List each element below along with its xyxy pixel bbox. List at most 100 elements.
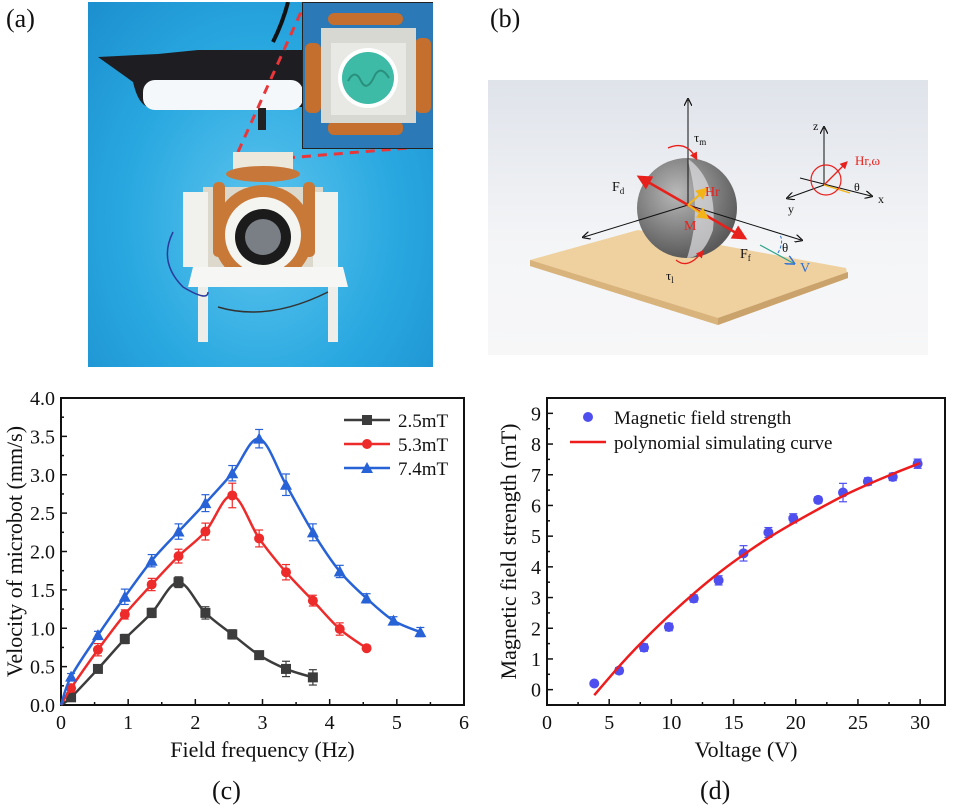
y-tick-label: 9 xyxy=(531,403,541,425)
series-5-3mt xyxy=(59,482,372,706)
legend-marker xyxy=(362,439,372,449)
data-point xyxy=(414,626,427,638)
inset-x-label: x xyxy=(878,192,884,206)
inset-projection xyxy=(823,184,851,194)
data-point xyxy=(200,607,211,618)
data-point xyxy=(763,527,774,538)
series-magnetic-field-strength xyxy=(589,458,923,689)
data-point xyxy=(92,663,103,674)
m-label: M xyxy=(684,219,697,234)
y-tick-label: 5 xyxy=(531,526,541,548)
data-point xyxy=(589,678,600,689)
legend-marker xyxy=(361,462,373,473)
substrate-edge xyxy=(718,272,848,325)
stand-top xyxy=(188,267,348,287)
coil-top xyxy=(226,166,300,182)
series-2-5mt xyxy=(60,576,318,707)
data-point xyxy=(227,490,238,501)
inset-y-axis xyxy=(788,184,825,198)
y-tick-label: 0.5 xyxy=(30,657,55,679)
data-point xyxy=(307,595,318,606)
fit-curve xyxy=(593,461,921,696)
data-point xyxy=(173,577,184,588)
legend: Magnetic field strength polynomial simula… xyxy=(570,408,832,454)
legend-marker xyxy=(583,412,593,422)
data-point xyxy=(91,629,104,641)
torque-m-arrow xyxy=(667,144,698,161)
inset-illustration xyxy=(303,3,433,148)
data-point xyxy=(118,590,131,602)
data-point xyxy=(360,592,373,604)
inset-x-axis xyxy=(799,177,871,196)
series-7-4mt xyxy=(59,428,427,706)
drag-force-arrow xyxy=(636,175,689,207)
tau-m-label: τm xyxy=(694,130,706,147)
x-tick-label: 4 xyxy=(325,712,335,734)
tau-l-label: τl xyxy=(666,268,674,285)
y-tick-label: 7 xyxy=(531,465,541,487)
legend-label: polynomial simulating curve xyxy=(614,433,832,454)
data-point xyxy=(146,607,157,618)
side-mount-right xyxy=(313,192,338,267)
y-tick-label: 0 xyxy=(531,680,541,702)
y-tick-label: 3.0 xyxy=(30,465,55,487)
y-tick-label: 4.0 xyxy=(30,388,55,410)
f-d-label: Fd xyxy=(612,180,625,196)
data-point xyxy=(172,525,185,537)
y-tick-label: 2 xyxy=(531,618,541,640)
data-point xyxy=(387,614,400,626)
data-point xyxy=(146,579,157,590)
data-point xyxy=(226,467,239,479)
y-tick-label: 4 xyxy=(531,557,541,579)
inset-rotation-circle xyxy=(810,164,842,196)
data-point xyxy=(334,624,345,635)
inset-y-label: y xyxy=(788,202,794,216)
lamp-cable xyxy=(271,2,290,43)
lens xyxy=(245,219,281,255)
data-point xyxy=(280,478,293,490)
data-point xyxy=(813,494,824,505)
stand-leg xyxy=(328,287,338,342)
y-axis-label: Magnetic field strength (mT) xyxy=(496,424,521,680)
x-tick-label: 2 xyxy=(190,712,200,734)
inset-photo xyxy=(302,2,433,149)
panel-label-a: (a) xyxy=(6,4,35,33)
y-tick-label: 1 xyxy=(531,649,541,671)
zoom-line xyxy=(285,144,433,160)
x-tick-label: 25 xyxy=(848,712,868,734)
data-point xyxy=(199,497,212,509)
x-tick-label: 20 xyxy=(786,712,806,734)
x-tick-label: 1 xyxy=(123,712,133,734)
wire xyxy=(166,231,209,297)
x-axis-label: Field frequency (Hz) xyxy=(170,737,354,762)
data-point xyxy=(639,642,650,653)
inset-theta-label: θ xyxy=(854,180,860,194)
theta-arc xyxy=(777,234,783,254)
x-tick-label: 3 xyxy=(258,712,268,734)
data-point xyxy=(254,650,265,661)
lamp-light xyxy=(143,80,303,110)
y-tick-label: 0.0 xyxy=(30,695,55,717)
legend-label: 7.4mT xyxy=(398,459,449,480)
y-tick-label: 6 xyxy=(531,495,541,517)
legend: 2.5mT 5.3mT 7.4mT xyxy=(344,411,449,480)
substrate-edge xyxy=(530,260,718,325)
series-line xyxy=(59,437,421,706)
stand-leg xyxy=(198,287,208,342)
side-mount-left xyxy=(183,192,208,267)
data-point xyxy=(119,633,130,644)
legend-label: Magnetic field strength xyxy=(614,408,792,429)
y-tick-label: 2.0 xyxy=(30,542,55,564)
data-point xyxy=(200,526,211,537)
panel-label-d: (d) xyxy=(700,776,731,805)
m-arrow xyxy=(687,204,710,220)
y-tick-label: 3 xyxy=(531,588,541,610)
y-tick-label: 3.5 xyxy=(30,426,55,448)
data-point xyxy=(92,644,103,655)
y-axis-label: Velocity of microbot (mm/s) xyxy=(2,426,27,677)
hr-omega-label: Hr,ω xyxy=(855,153,880,168)
data-point xyxy=(361,643,372,654)
force-diagram: τm Fd Hr M Ff θ V τl z y x Hr,ω θ xyxy=(488,80,928,355)
x-tick-label: 0 xyxy=(542,712,552,734)
legend-label: 5.3mT xyxy=(398,435,449,456)
